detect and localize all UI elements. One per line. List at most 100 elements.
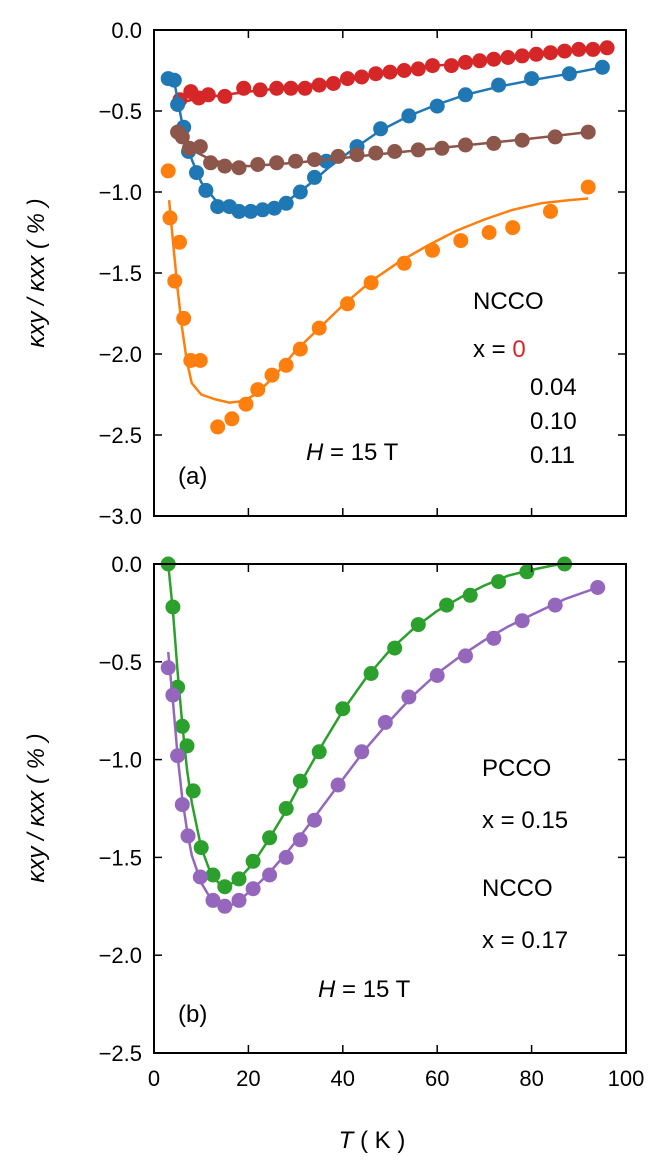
panel-a-point-0-22: [486, 51, 502, 67]
panel-a-point-3-17: [396, 255, 412, 271]
panel-a-point-3-6: [192, 353, 208, 368]
panel-a-point-3-19: [453, 233, 469, 249]
panel-a-point-3-21: [505, 220, 521, 236]
panel-a-point-0-14: [368, 66, 384, 82]
panel-b-field-value: = 15 T: [335, 976, 410, 1003]
panel-a-point-1-24: [561, 66, 577, 82]
panel-a-point-1-19: [401, 108, 417, 124]
panel-b-point-1-23: [590, 580, 606, 595]
panel-a-point-3-15: [340, 296, 355, 312]
panel-a-point-0-30: [599, 40, 615, 56]
legend-b-doping-0: x = 0.15: [482, 807, 568, 834]
panel-a-point-2-12: [349, 147, 365, 163]
panel-a-point-1-25: [594, 59, 610, 75]
panel-a-point-1-12: [266, 200, 282, 216]
panel-b-point-0-12: [278, 801, 294, 816]
panel-a-point-0-28: [571, 41, 587, 57]
panel-b-point-0-21: [491, 574, 507, 590]
panel-a-point-1-14: [292, 184, 308, 200]
panel-b-x-tick-labels: 0 20 40 60 80 100: [148, 1066, 644, 1091]
panel-a-point-3-3: [172, 234, 187, 250]
legend-a-prefix: x =: [473, 336, 512, 363]
panel-b-series: [160, 556, 606, 914]
panel-a-y-tick-label-5: −2.5: [99, 423, 142, 448]
panel-b-y-tick-label-2: −1.0: [99, 748, 142, 773]
panel-a-point-2-3: [192, 139, 208, 155]
panel-b-y-tick-labels: 0.0 −0.5 −1.0 −1.5 −2.0 −2.5: [99, 552, 142, 1066]
panel-a-ticks: [153, 29, 627, 517]
panel-a-point-3-4: [176, 310, 192, 326]
panel-a-point-0-4: [217, 88, 233, 104]
panel-b-field-annotation: H = 15 T: [318, 976, 411, 1003]
legend-a-material: NCCO: [473, 288, 544, 315]
panel-a-point-0-15: [382, 64, 398, 80]
panel-a-point-0-16: [396, 63, 412, 78]
x-axis-unit: ( K ): [353, 1127, 405, 1154]
panel-a: 0.0 −0.5 −1.0 −1.5 −2.0 −2.5 −3.0 κxy / κxx ( …: [23, 18, 627, 529]
panel-b-legend: PCCO x = 0.15 NCCO x = 0.17: [482, 755, 568, 954]
panel-b-y-tick-label-0: 0.0: [111, 552, 142, 577]
panel-b-point-0-1: [165, 599, 181, 615]
panel-a-point-0-19: [443, 58, 459, 74]
panel-b-point-0-16: [363, 666, 379, 681]
panel-a-point-0-9: [297, 80, 313, 96]
panel-a-point-1-20: [429, 98, 445, 114]
panel-a-point-0-6: [252, 82, 268, 98]
x-tick-label-4: 80: [519, 1066, 543, 1091]
panel-a-point-3-23: [580, 179, 596, 195]
panel-a-point-2-13: [368, 145, 384, 161]
panel-b-point-0-14: [311, 744, 327, 760]
panel-a-point-1-7: [210, 199, 226, 215]
panel-b-point-0-22: [519, 564, 535, 580]
panel-b-point-1-6: [205, 892, 221, 908]
panel-a-point-0-27: [557, 43, 573, 59]
panel-b-fit-line-1: [166, 586, 599, 908]
panel-b-point-0-9: [231, 871, 247, 887]
panel-a-point-3-8: [224, 411, 240, 427]
panel-a-point-0-24: [514, 48, 530, 64]
panel-b-point-1-2: [170, 748, 186, 764]
panel-a-point-0-13: [354, 69, 370, 85]
panel-a-point-3-11: [264, 367, 280, 383]
panel-a-point-1-18: [373, 121, 389, 137]
panel-a-point-0-21: [472, 53, 488, 69]
panel-b-point-1-15: [354, 744, 370, 760]
panel-a-point-0-3: [200, 87, 216, 103]
panel-b-point-1-16: [377, 714, 393, 730]
panel-b-field-symbol: H: [318, 976, 336, 1003]
panel-b-point-1-12: [292, 832, 308, 848]
panel-a-point-0-29: [585, 41, 601, 57]
panel-b-point-0-17: [387, 640, 403, 656]
panel-a-point-2-14: [387, 144, 403, 159]
panel-a-point-3-14: [311, 320, 327, 336]
panel-b-fit-line-0: [166, 562, 561, 887]
panel-a-y-tick-label-1: −0.5: [99, 99, 142, 124]
panel-a-point-3-13: [292, 341, 308, 357]
panel-b-point-1-18: [429, 668, 445, 683]
panel-a-point-2-17: [458, 137, 473, 153]
x-tick-label-5: 100: [608, 1066, 645, 1091]
panel-b-point-0-11: [262, 830, 278, 846]
legend-a-entry-2: 0.10: [530, 408, 577, 435]
panel-b-point-0-19: [439, 597, 455, 613]
x-axis-symbol: T: [339, 1127, 356, 1154]
panel-a-point-0-23: [500, 50, 516, 65]
panel-a-y-tick-label-0: 0.0: [111, 18, 142, 43]
panel-a-point-1-13: [278, 195, 294, 211]
panel-a-series: [160, 40, 615, 435]
panel-a-point-1-6: [198, 182, 214, 198]
panel-a-y-tick-label-3: −1.5: [99, 261, 142, 286]
panel-a-point-0-8: [283, 80, 299, 96]
panel-a-point-2-1: [174, 129, 190, 145]
panel-b-point-1-4: [180, 828, 196, 844]
panel-b-frame: [153, 563, 627, 1054]
x-tick-label-0: 0: [148, 1066, 160, 1091]
panel-a-point-0-26: [543, 45, 558, 61]
x-axis-title: T ( K ): [339, 1127, 406, 1154]
x-tick-label-3: 60: [425, 1066, 449, 1091]
panel-a-point-2-10: [307, 152, 322, 168]
panel-b-point-1-19: [458, 648, 473, 664]
panel-a-point-1-5: [189, 165, 204, 181]
panel-a-field-annotation: H = 15 T: [306, 439, 399, 466]
